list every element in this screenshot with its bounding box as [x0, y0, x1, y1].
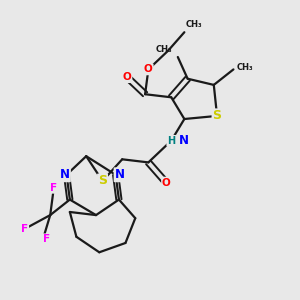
Text: S: S [98, 175, 107, 188]
Text: CH₃: CH₃ [237, 63, 253, 72]
Text: CH₃: CH₃ [155, 45, 172, 54]
Text: F: F [43, 234, 50, 244]
Text: S: S [213, 110, 222, 122]
Text: H: H [167, 136, 175, 146]
Text: F: F [21, 224, 28, 234]
Text: F: F [50, 183, 57, 193]
Text: O: O [123, 72, 131, 82]
Text: N: N [60, 168, 70, 181]
Text: O: O [144, 64, 153, 74]
Text: CH₃: CH₃ [186, 20, 202, 28]
Text: O: O [162, 178, 171, 188]
Text: N: N [178, 134, 188, 147]
Text: N: N [115, 168, 124, 181]
